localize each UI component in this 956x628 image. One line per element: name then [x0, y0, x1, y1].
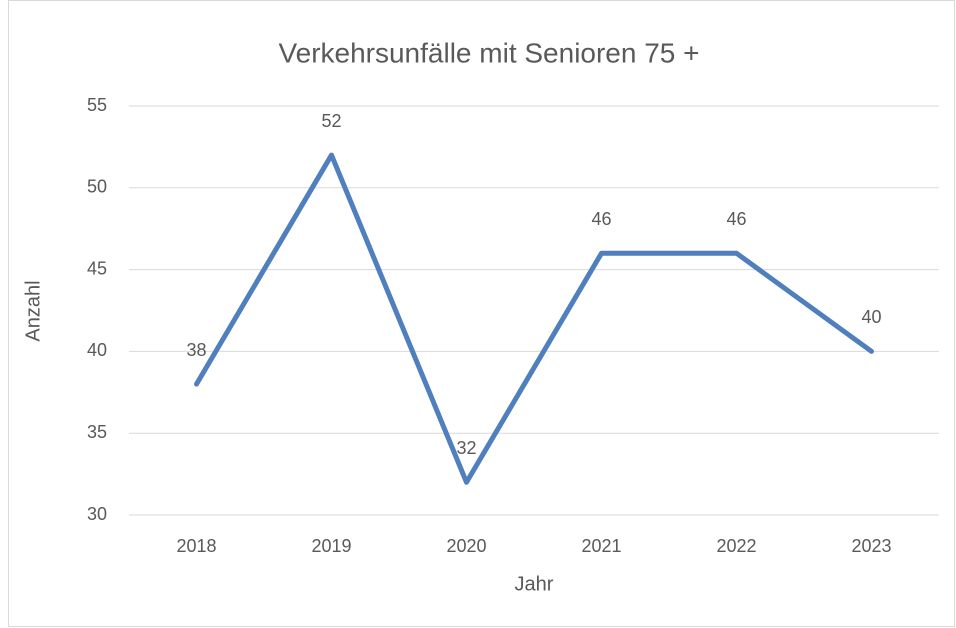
line-series	[194, 152, 874, 485]
x-tick-label: 2020	[446, 536, 486, 556]
data-label: 38	[186, 340, 206, 360]
x-tick-label: 2023	[851, 536, 891, 556]
data-label: 46	[726, 209, 746, 229]
y-tick-label: 30	[87, 504, 107, 524]
data-label: 32	[456, 438, 476, 458]
x-tick-label: 2022	[716, 536, 756, 556]
y-tick-label: 55	[87, 95, 107, 115]
y-tick-label: 40	[87, 340, 107, 360]
x-tick-label: 2018	[176, 536, 216, 556]
chart-title: Verkehrsunfälle mit Senioren 75 +	[278, 37, 699, 68]
y-tick-label: 35	[87, 422, 107, 442]
y-tick-label: 50	[87, 177, 107, 197]
y-axis-label: Anzahl	[22, 280, 44, 341]
data-label: 52	[321, 111, 341, 131]
x-tick-label: 2019	[311, 536, 351, 556]
x-axis-label: Jahr	[515, 573, 554, 595]
chart-frame	[8, 0, 955, 627]
data-label: 46	[591, 209, 611, 229]
data-label: 40	[861, 307, 881, 327]
x-tick-label: 2021	[581, 536, 621, 556]
y-tick-label: 45	[87, 258, 107, 278]
